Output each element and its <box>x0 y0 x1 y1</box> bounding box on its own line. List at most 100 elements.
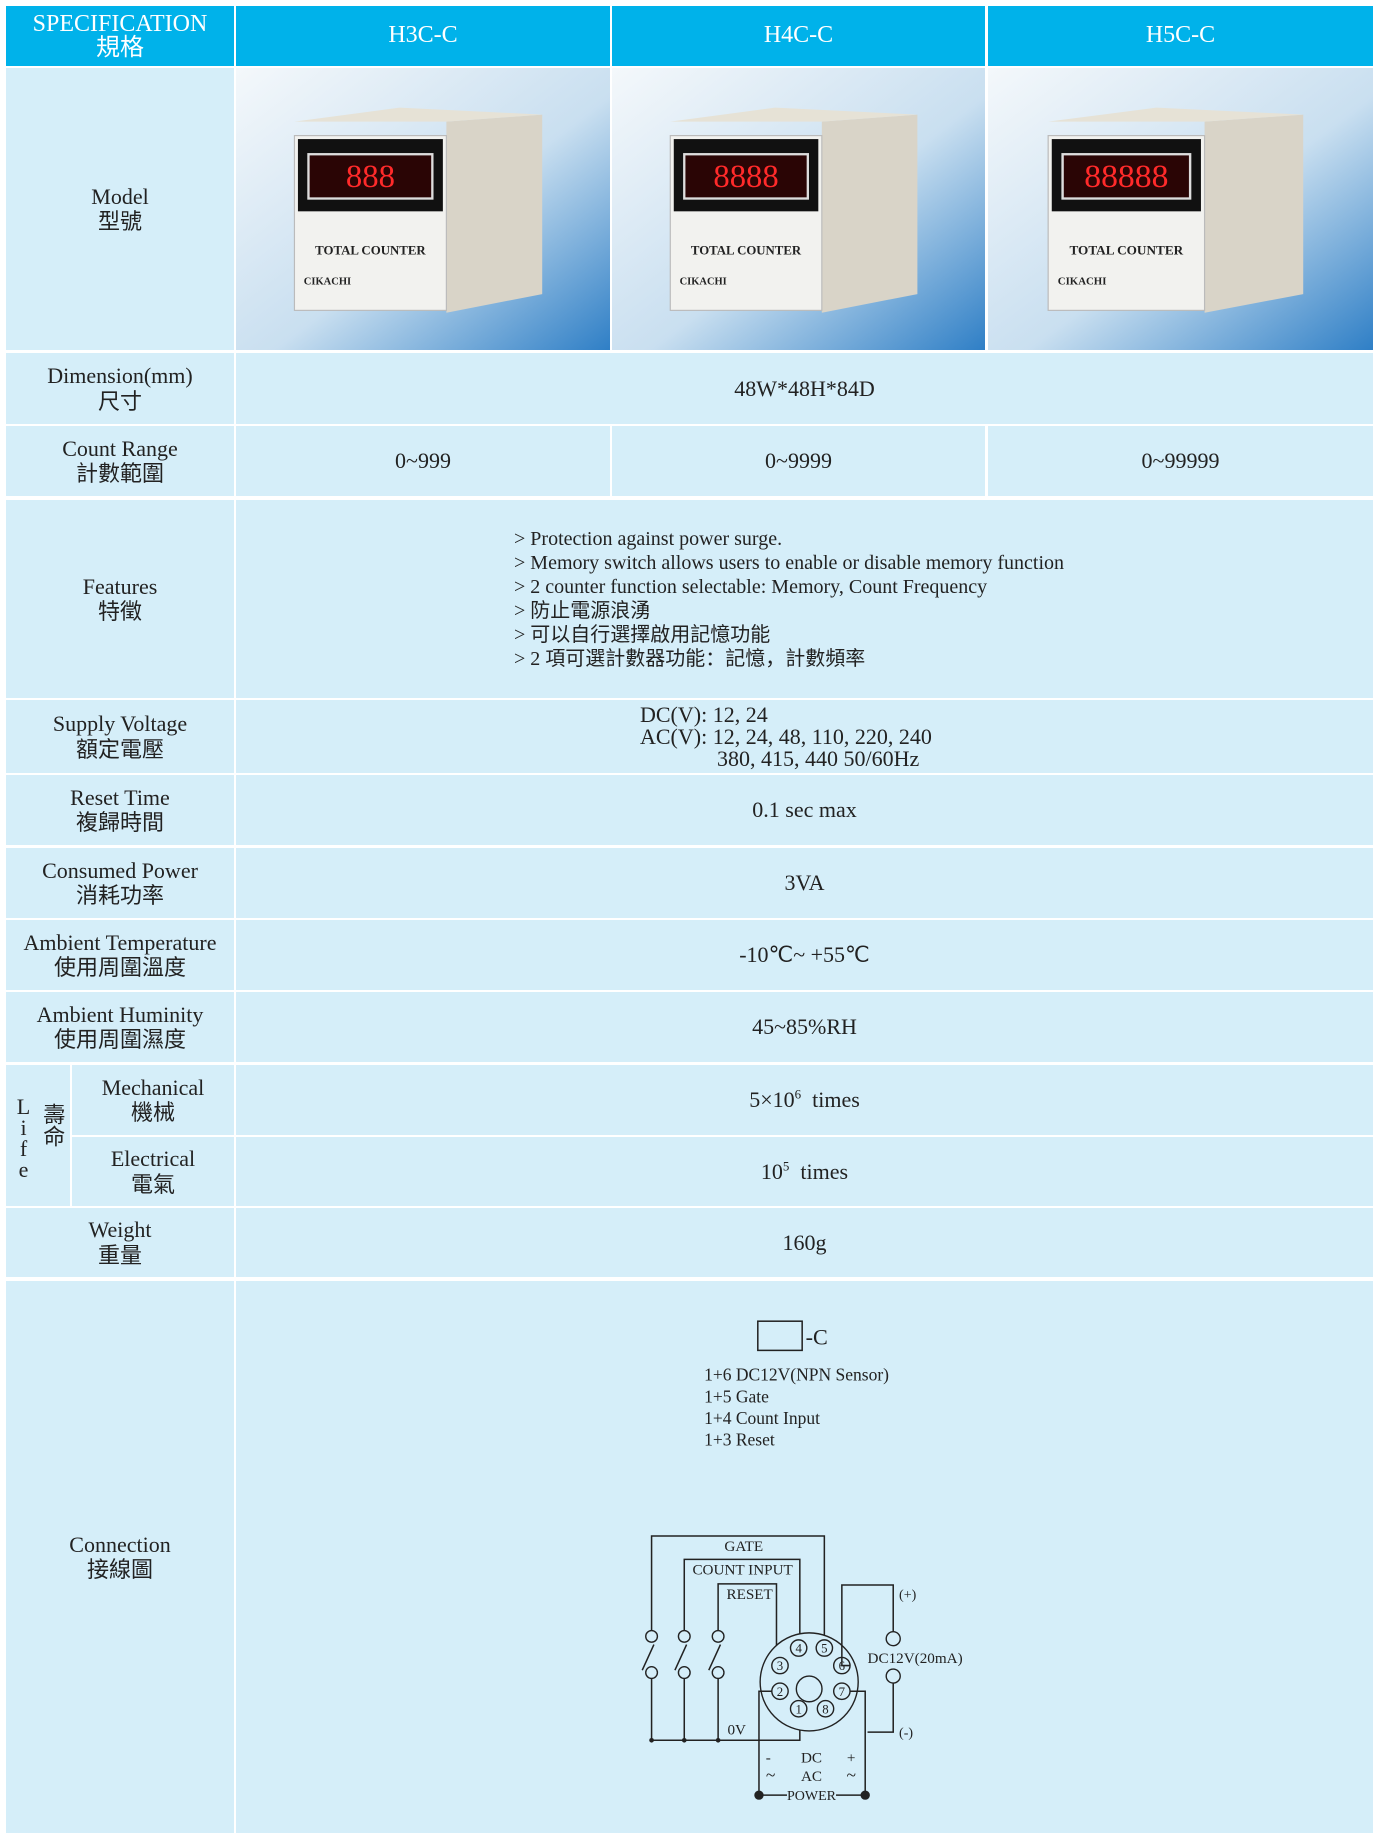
diagram-text: 4 <box>795 1642 802 1656</box>
cell: 45~85%RH <box>236 992 1373 1062</box>
terminal <box>677 1629 691 1643</box>
feature-line: > Memory switch allows users to enable o… <box>514 552 1065 574</box>
diagram-text: 7 <box>839 1685 846 1699</box>
life-zh: 壽命 <box>40 1102 66 1147</box>
wire <box>650 1535 826 1640</box>
cell: Ambient Huminity 使用周圍濕度 <box>6 992 234 1062</box>
terminal <box>789 1699 808 1718</box>
display-window <box>307 153 434 200</box>
cell: Ambient Temperature 使用周圍溫度 <box>6 920 234 990</box>
diagram-text: COUNT INPUT <box>692 1562 792 1579</box>
wire <box>708 1644 722 1671</box>
value: 3VA <box>784 870 825 896</box>
top-face <box>294 107 543 122</box>
model-name: H4C-C <box>763 22 834 49</box>
terminal <box>789 1639 808 1657</box>
diagram-text: 1+5 Gate <box>704 1386 769 1406</box>
cell: Weight 重量 <box>6 1208 234 1277</box>
terminal <box>771 1656 789 1675</box>
model-name: H3C-C <box>388 22 458 49</box>
terminal <box>645 1666 659 1680</box>
label-zh: 機械 <box>130 1100 175 1125</box>
terminal <box>677 1666 691 1680</box>
value: 48W*48H*84D <box>734 375 875 401</box>
product-image: 8888 TOTAL COUNTER CIKACHI <box>612 68 985 350</box>
label-en: Ambient Temperature <box>23 929 217 955</box>
label-en: Ambient Huminity <box>36 1001 204 1027</box>
header-cell: SPECIFICATION 規格 <box>6 6 234 66</box>
top-face <box>670 107 918 122</box>
wire <box>850 1690 866 1796</box>
cell: -C 1+6 DC12V(NPN Sensor) 1+5 Gate 1+4 Count… <box>236 1281 1373 1833</box>
diagram-text: 8 <box>822 1702 828 1716</box>
value: 0~99999 <box>1141 448 1220 474</box>
display-digits: 88888 <box>1084 158 1168 194</box>
label-zh: 接線圖 <box>86 1557 153 1582</box>
wire <box>674 1644 688 1671</box>
top-face <box>1048 107 1304 122</box>
cell: > Protection against power surge. > Memor… <box>236 500 1373 698</box>
voltage-line: DC(V): 12, 24 <box>640 701 768 727</box>
product-image: 888 TOTAL COUNTER CIKACHI <box>236 68 610 350</box>
label-zh: 複歸時間 <box>75 810 164 835</box>
voltage-line: 380, 415, 440 50/60Hz <box>717 745 920 771</box>
diagram-text: AC <box>801 1768 822 1785</box>
value: 45~85%RH <box>752 1014 857 1040</box>
label-zh: 重量 <box>97 1242 142 1268</box>
label-en: Weight <box>88 1217 152 1243</box>
cell: 5×106 times <box>236 1065 1373 1135</box>
diagram-text: RESET <box>726 1586 772 1603</box>
label-zh: 尺寸 <box>97 388 142 414</box>
cell: Life 壽命 <box>6 1065 70 1206</box>
feature-line: > 防止電源浪湧 <box>514 600 651 622</box>
diagram-text: 1+4 Count Input <box>704 1408 820 1428</box>
cell: Supply Voltage 額定電壓 <box>6 700 234 773</box>
value-base: 5×10 <box>749 1087 795 1113</box>
wire <box>717 1583 778 1659</box>
wire <box>651 1716 801 1742</box>
diagram-text: ~ <box>846 1765 855 1785</box>
cell: Model 型號 <box>6 68 234 350</box>
diagram-text: 0V <box>727 1721 746 1738</box>
caption: TOTAL COUNTER <box>1069 243 1183 258</box>
cell: -10℃~ +55℃ <box>236 920 1373 990</box>
diagram-text: - <box>766 1749 771 1766</box>
cell: 48W*48H*84D <box>236 353 1373 424</box>
label-en: Count Range <box>62 435 178 461</box>
wire <box>867 1683 894 1733</box>
label-zh: 使用周圍溫度 <box>53 955 186 980</box>
value: 160g <box>782 1229 827 1255</box>
diagram-text: 2 <box>777 1685 783 1699</box>
label-zh: 使用周圍濕度 <box>53 1027 186 1052</box>
value: -10℃~ +55℃ <box>739 942 870 968</box>
model-name: H5C-C <box>1145 22 1216 49</box>
diagram-text: -C <box>806 1325 828 1350</box>
label-en: Dimension(mm) <box>47 363 193 389</box>
cell: Dimension(mm) 尺寸 <box>6 353 234 424</box>
terminal <box>885 1668 901 1684</box>
terminal <box>711 1666 725 1680</box>
cell: 0~9999 <box>612 426 985 496</box>
side-face <box>446 114 543 313</box>
value: 0.1 sec max <box>752 797 857 823</box>
header-cell: H4C-C <box>612 6 985 66</box>
label-en: Model <box>91 183 149 209</box>
label-en: Connection <box>69 1531 171 1557</box>
cell: Reset Time 複歸時間 <box>6 775 234 845</box>
wire <box>641 1644 655 1671</box>
voltage-line: AC(V): 12, 24, 48, 110, 220, 240 <box>640 723 932 749</box>
value: 0~999 <box>395 448 451 474</box>
diagram-text: DC12V(20mA) <box>868 1650 963 1667</box>
diagram-text: (+) <box>899 1588 917 1603</box>
value: 5×106 times <box>749 1087 860 1112</box>
label-zh: 特徵 <box>97 599 142 624</box>
feature-line: > 2 counter function selectable: Memory,… <box>514 576 988 598</box>
cell: DC(V): 12, 24 AC(V): 12, 24, 48, 110, 220… <box>236 700 1373 773</box>
diagram-text: 1 <box>795 1702 801 1716</box>
header-cell: H5C-C <box>988 6 1373 66</box>
terminal <box>815 1639 834 1657</box>
wire <box>758 1690 772 1796</box>
brand: CIKACHI <box>680 277 727 288</box>
terminal <box>795 1675 823 1703</box>
